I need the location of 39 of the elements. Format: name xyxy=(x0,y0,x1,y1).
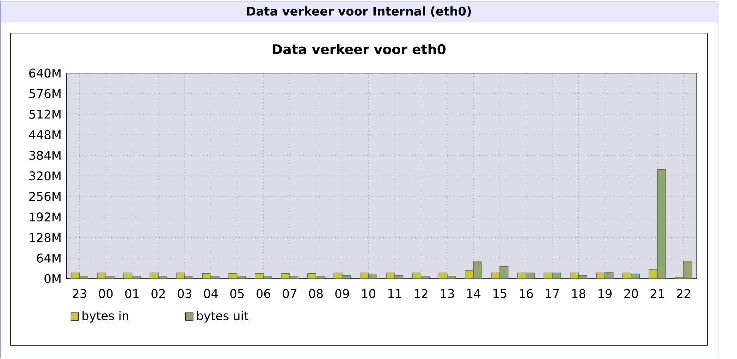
x-tick-label: 07 xyxy=(283,289,297,298)
x-tick-label: 10 xyxy=(362,289,376,298)
x-tick-label: 12 xyxy=(414,289,428,298)
y-tick-label: 64M xyxy=(37,254,61,263)
x-tick-label: 22 xyxy=(677,289,690,298)
x-tick-label: 18 xyxy=(572,289,586,298)
x-tick-label: 15 xyxy=(494,289,507,298)
y-tick-label: 0M xyxy=(44,274,61,284)
x-tick-label: 09 xyxy=(336,289,350,298)
x-tick-label: 05 xyxy=(230,289,244,298)
x-tick-label: 01 xyxy=(125,289,139,298)
x-tick-label: 02 xyxy=(152,289,166,298)
x-tick-label: 04 xyxy=(204,289,218,298)
y-tick-label: 320M xyxy=(30,172,61,181)
x-tick-label: 06 xyxy=(256,289,271,298)
y-tick-label: 512M xyxy=(30,110,61,120)
y-tick-label: 128M xyxy=(30,233,61,242)
legend-label: bytes in xyxy=(82,311,128,323)
y-tick-label: 256M xyxy=(30,192,61,202)
legend-label: bytes uit xyxy=(197,311,249,323)
x-tick-label: 17 xyxy=(546,289,560,298)
x-tick-label: 08 xyxy=(309,289,323,298)
y-tick-label: 384M xyxy=(30,151,61,160)
x-tick-label: 21 xyxy=(650,289,664,298)
x-tick-label: 11 xyxy=(388,289,402,298)
x-tick-label: 20 xyxy=(624,289,638,298)
y-tick-label: 576M xyxy=(30,89,61,98)
y-tick-label: 640M xyxy=(30,68,61,78)
y-tick-label: 192M xyxy=(30,212,61,222)
x-tick-label: 19 xyxy=(598,289,612,298)
chart-subtitle: Data verkeer voor eth0 xyxy=(273,44,446,55)
x-tick-label: 14 xyxy=(467,289,481,298)
y-tick-label: 448M xyxy=(29,130,61,140)
x-tick-label: 13 xyxy=(441,289,454,298)
x-tick-label: 00 xyxy=(99,289,113,298)
x-tick-label: 03 xyxy=(178,289,192,298)
x-tick-label: 23 xyxy=(73,289,86,298)
x-tick-label: 16 xyxy=(520,289,534,298)
chart-title: Data verkeer voor Internal (eth0) xyxy=(247,6,472,18)
